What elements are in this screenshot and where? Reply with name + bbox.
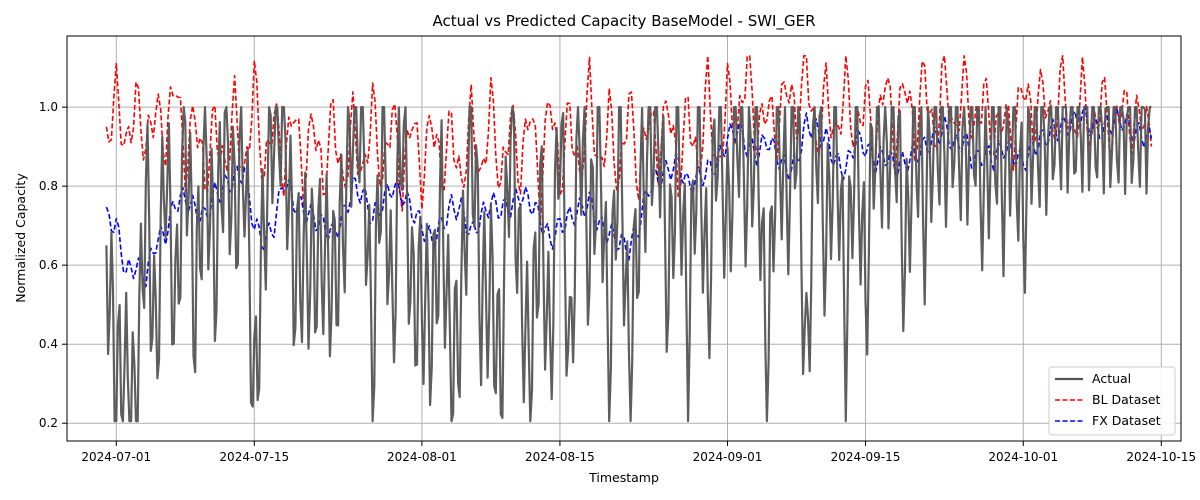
series-line-actual (105, 105, 1152, 423)
x-tick-label: 2024-10-15 (1126, 450, 1196, 464)
legend-label-actual: Actual (1092, 371, 1131, 386)
x-tick-label: 2024-08-01 (387, 450, 457, 464)
series-lines (105, 54, 1153, 423)
y-tick-label: 0.4 (39, 337, 58, 351)
x-tick-label: 2024-10-01 (988, 450, 1058, 464)
y-tick-label: 0.8 (39, 179, 58, 193)
x-axis-label: Timestamp (588, 470, 659, 485)
y-ticks: 0.2 0.4 0.6 0.8 1.0 (39, 100, 67, 430)
x-ticks: 2024-07-01 2024-07-15 2024-08-01 2024-08-15… (81, 441, 1196, 464)
y-tick-label: 1.0 (39, 100, 58, 114)
y-tick-label: 0.2 (39, 416, 58, 430)
legend-label-bl-dataset: BL Dataset (1092, 392, 1161, 407)
legend: Actual BL Dataset FX Dataset (1048, 366, 1176, 436)
chart-title: Actual vs Predicted Capacity BaseModel -… (432, 12, 815, 31)
x-tick-label: 2024-07-01 (81, 450, 151, 464)
plot-frame (66, 35, 1182, 442)
x-tick-label: 2024-07-15 (219, 450, 289, 464)
y-tick-label: 0.6 (39, 258, 58, 272)
x-tick-label: 2024-09-15 (831, 450, 901, 464)
legend-box (1048, 366, 1176, 436)
x-tick-label: 2024-08-15 (525, 450, 595, 464)
y-axis-label: Normalized Capacity (13, 173, 28, 303)
x-tick-label: 2024-09-01 (693, 450, 763, 464)
legend-label-fx-dataset: FX Dataset (1092, 413, 1161, 428)
